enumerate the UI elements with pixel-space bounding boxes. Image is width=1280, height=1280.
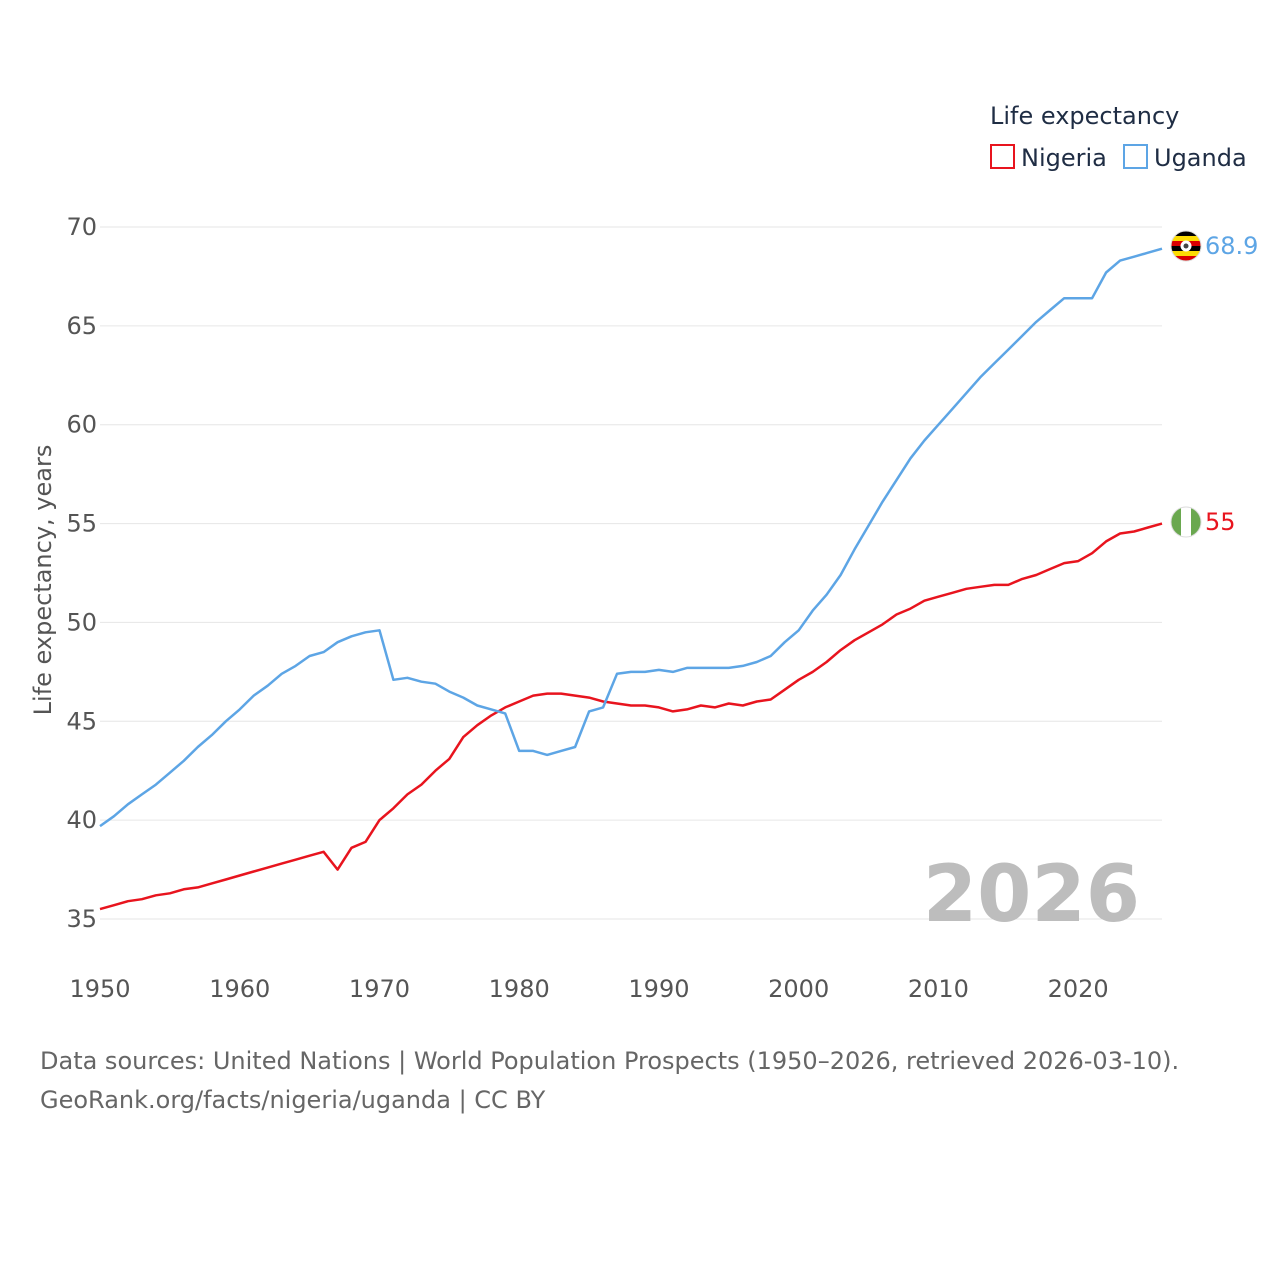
y-axis-title: Life expectancy, years: [29, 445, 57, 716]
x-tick-label: 2020: [1048, 975, 1109, 1003]
series-lines: [99, 247, 1163, 911]
x-tick-label: 1950: [69, 975, 130, 1003]
uganda-flag-ring: [1170, 230, 1202, 262]
x-axis-ticks: 1950 1960 1970 1980 1990 2000 2010 2020: [69, 975, 1108, 1003]
x-tick-label: 1970: [349, 975, 410, 1003]
y-axis-ticks: 35 40 45 50 55 60 65 70: [66, 213, 97, 933]
x-tick-label: 1990: [628, 975, 689, 1003]
y-tick-label: 55: [66, 510, 97, 538]
legend-item-uganda[interactable]: Uganda: [1123, 144, 1247, 172]
life-expectancy-chart: 35 40 45 50 55 60 65 70 1950 1960 1970 1980 1990 200…: [29, 102, 1258, 1003]
attribution-link[interactable]: GeoRank.org/facts/nigeria/uganda | CC BY: [40, 1086, 546, 1114]
uganda-end-value: 68.9: [1205, 232, 1258, 260]
legend-label-uganda: Uganda: [1154, 144, 1247, 172]
x-tick-label: 2000: [768, 975, 829, 1003]
grid-lines: [100, 226, 1162, 920]
legend: Life expectancy Nigeria Uganda: [990, 102, 1247, 172]
x-tick-label: 1960: [209, 975, 270, 1003]
y-tick-label: 35: [66, 905, 97, 933]
x-tick-label: 1980: [489, 975, 550, 1003]
data-source-note: Data sources: United Nations | World Pop…: [40, 1042, 1260, 1120]
y-tick-label: 60: [66, 411, 97, 439]
nigeria-end-value: 55: [1205, 508, 1236, 536]
x-tick-label: 2010: [908, 975, 969, 1003]
uganda-flag-icon: [1171, 231, 1201, 261]
source-line: Data sources: United Nations | World Pop…: [40, 1047, 1180, 1075]
y-tick-label: 70: [66, 213, 97, 241]
y-tick-label: 65: [66, 312, 97, 340]
legend-swatch-uganda: [1123, 144, 1148, 169]
legend-title: Life expectancy: [990, 102, 1179, 130]
year-label: 2026: [923, 850, 1140, 940]
legend-swatch-nigeria: [990, 144, 1015, 169]
series-line-nigeria[interactable]: [99, 522, 1163, 911]
legend-label-nigeria: Nigeria: [1021, 144, 1107, 172]
nigeria-flag-icon: [1171, 507, 1201, 537]
nigeria-flag-ring: [1170, 506, 1202, 538]
y-tick-label: 45: [66, 707, 97, 735]
y-tick-label: 40: [66, 806, 97, 834]
y-tick-label: 50: [66, 608, 97, 636]
legend-item-nigeria[interactable]: Nigeria: [990, 144, 1107, 172]
series-line-uganda[interactable]: [99, 247, 1163, 828]
